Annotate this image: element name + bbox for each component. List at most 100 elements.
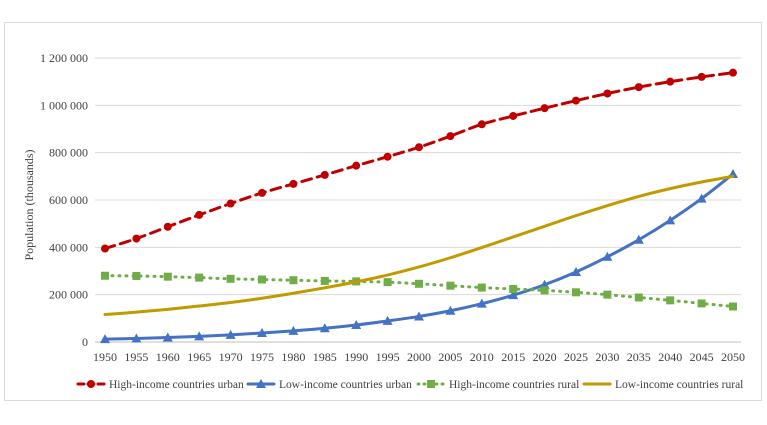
x-tick-label: 2035 — [627, 350, 651, 364]
data-point-high-income-countries-rural — [477, 283, 486, 292]
data-point-low-income-countries-urban — [288, 325, 299, 335]
x-tick-label: 1990 — [344, 350, 368, 364]
legend-label: Low-income countries urban — [279, 379, 412, 391]
x-tick-label: 2020 — [533, 350, 557, 364]
legend-item-high-income-countries-rural: High-income countries rural — [416, 379, 579, 391]
series-line-high-income-countries-urban — [103, 71, 735, 251]
series-low-income-countries-urban — [100, 168, 738, 344]
y-tick-label: 1 000 000 — [40, 98, 88, 112]
data-point-low-income-countries-urban — [194, 331, 205, 341]
legend-label: Low-income countries rural — [615, 379, 743, 391]
data-point-high-income-countries-urban — [697, 72, 706, 81]
series-high-income-countries-rural — [101, 271, 737, 311]
legend-marker — [87, 380, 95, 388]
x-tick-label: 2010 — [470, 350, 494, 364]
series-high-income-countries-urban — [101, 68, 737, 253]
data-point-high-income-countries-urban — [258, 188, 266, 197]
data-point-high-income-countries-urban — [289, 179, 298, 188]
data-point-high-income-countries-rural — [226, 274, 235, 283]
data-point-high-income-countries-rural — [383, 278, 392, 287]
y-tick-label: 400 000 — [49, 240, 88, 254]
data-point-high-income-countries-urban — [352, 161, 361, 170]
x-tick-label: 1975 — [250, 350, 274, 364]
data-point-high-income-countries-rural — [195, 273, 204, 282]
data-point-low-income-countries-urban — [571, 266, 581, 276]
data-point-high-income-countries-urban — [132, 234, 141, 243]
legend-item-low-income-countries-urban: Low-income countries urban — [246, 379, 412, 391]
y-tick-label: 1 200 000 — [40, 51, 88, 65]
data-point-high-income-countries-urban — [415, 143, 423, 152]
legend: High-income countries urban Low-income co… — [76, 379, 743, 391]
x-tick-label: 2005 — [438, 350, 462, 364]
data-point-low-income-countries-urban — [100, 334, 110, 344]
legend-marker — [256, 379, 266, 388]
data-point-high-income-countries-urban — [477, 120, 486, 129]
data-point-high-income-countries-urban — [572, 96, 580, 105]
legend-item-low-income-countries-rural: Low-income countries rural — [582, 379, 743, 391]
series-line-low-income-countries-rural — [103, 174, 735, 317]
y-tick-label: 800 000 — [49, 146, 88, 160]
x-tick-label: 1970 — [219, 350, 243, 364]
data-point-high-income-countries-rural — [509, 284, 518, 293]
data-point-high-income-countries-urban — [509, 111, 518, 120]
x-tick-label: 1995 — [376, 350, 400, 364]
x-tick-label: 2050 — [721, 350, 745, 364]
x-tick-label: 2030 — [595, 350, 619, 364]
x-tick-label: 1950 — [93, 350, 117, 364]
data-point-high-income-countries-rural — [258, 275, 266, 284]
legend-label: High-income countries rural — [449, 379, 579, 391]
data-point-low-income-countries-urban — [162, 332, 173, 342]
data-point-high-income-countries-rural — [446, 281, 455, 290]
data-point-high-income-countries-urban — [446, 132, 455, 141]
data-point-low-income-countries-urban — [665, 215, 676, 225]
x-tick-label: 2045 — [690, 350, 714, 364]
data-point-high-income-countries-rural — [666, 296, 675, 305]
x-tick-label: 1955 — [124, 350, 148, 364]
data-point-high-income-countries-urban — [226, 199, 235, 208]
data-point-low-income-countries-urban — [382, 315, 393, 325]
data-point-high-income-countries-urban — [163, 222, 172, 231]
y-tick-label: 200 000 — [49, 288, 88, 302]
data-point-low-income-countries-urban — [633, 234, 644, 244]
data-point-low-income-countries-urban — [414, 311, 424, 321]
data-point-low-income-countries-urban — [257, 328, 267, 338]
y-tick-label: 600 000 — [49, 193, 88, 207]
data-point-high-income-countries-rural — [289, 276, 298, 285]
y-axis-label: Population (thousands) — [22, 150, 36, 261]
data-point-high-income-countries-urban — [195, 210, 204, 219]
data-point-high-income-countries-urban — [383, 152, 392, 161]
data-point-low-income-countries-urban — [319, 323, 330, 333]
data-point-low-income-countries-urban — [351, 319, 362, 329]
data-point-high-income-countries-urban — [320, 170, 329, 179]
data-point-high-income-countries-rural — [415, 279, 423, 288]
data-point-high-income-countries-rural — [132, 271, 141, 280]
x-tick-label: 2015 — [501, 350, 525, 364]
data-point-high-income-countries-rural — [572, 288, 580, 297]
x-tick-label: 1980 — [281, 350, 305, 364]
x-tick-label: 2040 — [658, 350, 682, 364]
data-point-low-income-countries-urban — [602, 251, 613, 261]
x-tick-label: 1960 — [156, 350, 180, 364]
data-point-high-income-countries-rural — [729, 302, 737, 311]
data-point-high-income-countries-rural — [697, 299, 706, 308]
series-low-income-countries-rural — [103, 174, 735, 317]
y-tick-label: 0 — [82, 335, 88, 349]
data-point-low-income-countries-urban — [225, 329, 236, 339]
data-point-high-income-countries-rural — [163, 272, 172, 281]
gridlines — [95, 57, 741, 296]
data-point-high-income-countries-rural — [101, 271, 109, 280]
data-point-low-income-countries-urban — [445, 305, 456, 315]
data-point-high-income-countries-rural — [634, 293, 643, 302]
data-point-high-income-countries-urban — [101, 244, 109, 253]
x-tick-label: 1985 — [313, 350, 337, 364]
data-point-high-income-countries-rural — [540, 286, 549, 295]
legend-label: High-income countries urban — [109, 379, 244, 391]
x-tick-label: 2025 — [564, 350, 588, 364]
data-point-high-income-countries-urban — [603, 89, 612, 98]
data-point-high-income-countries-urban — [666, 77, 675, 86]
data-point-high-income-countries-urban — [634, 83, 643, 92]
data-point-high-income-countries-rural — [320, 276, 329, 285]
data-point-high-income-countries-urban — [729, 68, 737, 77]
data-point-low-income-countries-urban — [131, 333, 142, 343]
